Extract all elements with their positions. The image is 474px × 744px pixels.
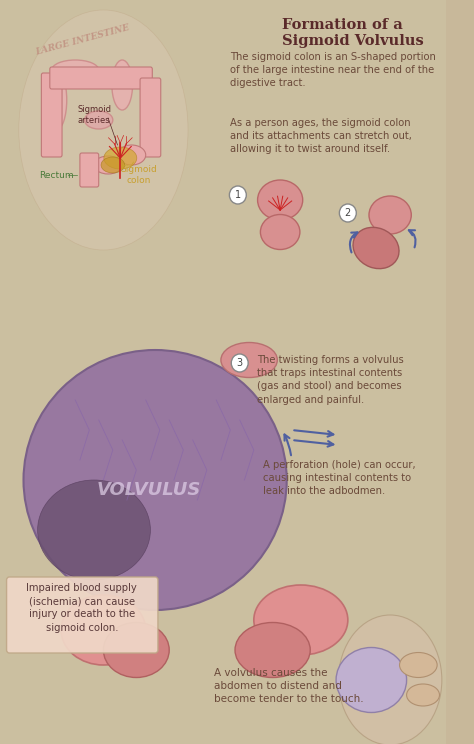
Ellipse shape [407, 684, 439, 706]
Text: 1: 1 [235, 190, 241, 200]
Text: Sigmoid
colon: Sigmoid colon [121, 165, 157, 185]
FancyBboxPatch shape [80, 153, 99, 187]
Ellipse shape [260, 214, 300, 249]
Ellipse shape [52, 60, 99, 80]
FancyBboxPatch shape [41, 73, 62, 157]
FancyBboxPatch shape [140, 78, 161, 157]
Text: Impaired blood supply
(ischemia) can cause
injury or death to the
sigmoid colon.: Impaired blood supply (ischemia) can cau… [27, 583, 137, 632]
Ellipse shape [221, 342, 277, 377]
Ellipse shape [369, 196, 411, 234]
Text: A perforation (hole) can occur,
causing intestinal contents to
leak into the adb: A perforation (hole) can occur, causing … [263, 460, 416, 496]
Ellipse shape [118, 145, 146, 165]
Ellipse shape [235, 623, 310, 678]
FancyBboxPatch shape [0, 0, 446, 744]
Ellipse shape [353, 228, 399, 269]
Ellipse shape [103, 623, 169, 678]
Ellipse shape [61, 595, 146, 665]
Text: As a person ages, the sigmoid colon
and its attachments can stretch out,
allowin: As a person ages, the sigmoid colon and … [230, 118, 412, 155]
Circle shape [229, 186, 246, 204]
Text: Rectum: Rectum [39, 170, 74, 179]
Text: A volvulus causes the
abdomen to distend and
become tender to the touch.: A volvulus causes the abdomen to distend… [214, 668, 364, 705]
Ellipse shape [112, 60, 133, 110]
Ellipse shape [104, 147, 137, 169]
Ellipse shape [400, 652, 437, 678]
Ellipse shape [338, 615, 442, 744]
Ellipse shape [24, 350, 287, 610]
Ellipse shape [94, 156, 122, 174]
Text: 3: 3 [237, 358, 243, 368]
Ellipse shape [254, 585, 348, 655]
Ellipse shape [336, 647, 407, 713]
Ellipse shape [101, 157, 125, 173]
Ellipse shape [19, 10, 188, 250]
Text: The sigmoid colon is an S-shaped portion
of the large intestine near the end of : The sigmoid colon is an S-shaped portion… [230, 52, 436, 89]
Circle shape [339, 204, 356, 222]
Circle shape [231, 354, 248, 372]
Text: Sigmoid
arteries: Sigmoid arteries [77, 106, 111, 125]
FancyBboxPatch shape [7, 577, 158, 653]
Ellipse shape [84, 111, 113, 129]
Ellipse shape [257, 180, 303, 220]
FancyBboxPatch shape [50, 67, 152, 89]
Text: Formation of a Sigmoid Volvulus: Formation of a Sigmoid Volvulus [282, 18, 424, 48]
Text: LARGE INTESTINE: LARGE INTESTINE [35, 23, 131, 57]
Ellipse shape [46, 70, 67, 130]
Text: The twisting forms a volvulus
that traps intestinal contents
(gas and stool) and: The twisting forms a volvulus that traps… [256, 355, 403, 405]
Ellipse shape [37, 480, 150, 580]
Text: 2: 2 [345, 208, 351, 218]
Text: VOLVULUS: VOLVULUS [96, 481, 201, 499]
